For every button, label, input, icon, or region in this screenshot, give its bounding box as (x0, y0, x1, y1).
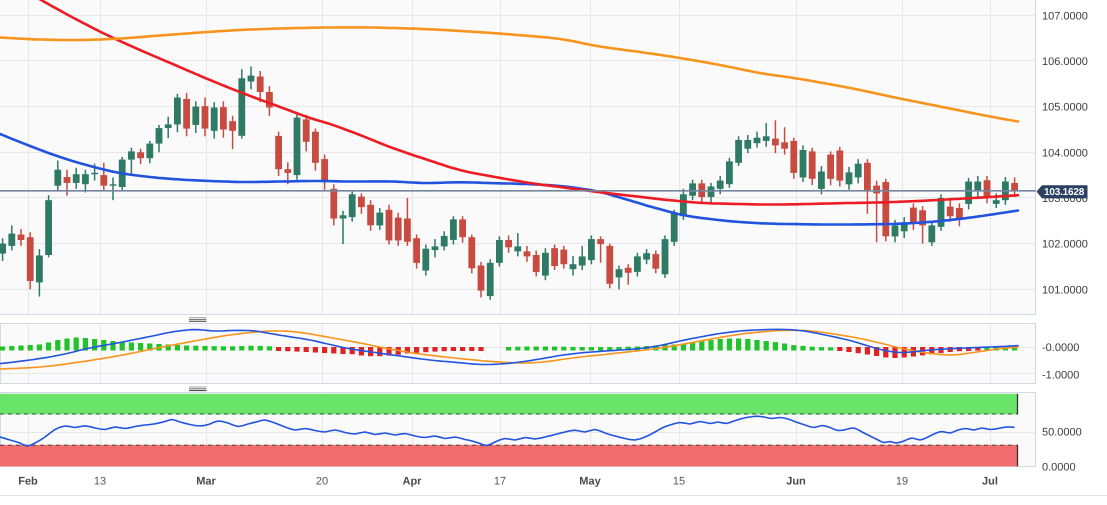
svg-text:20: 20 (316, 476, 328, 488)
svg-text:103.1628: 103.1628 (1044, 187, 1085, 198)
svg-text:Jun: Jun (786, 476, 806, 488)
svg-text:107.0000: 107.0000 (1042, 10, 1088, 22)
svg-text:Feb: Feb (18, 476, 38, 488)
svg-text:Jul: Jul (982, 476, 998, 488)
svg-text:50.0000: 50.0000 (1042, 427, 1082, 439)
svg-text:May: May (579, 476, 601, 488)
svg-text:0.0000: 0.0000 (1042, 462, 1076, 474)
svg-text:-1.0000: -1.0000 (1042, 370, 1079, 382)
svg-text:105.0000: 105.0000 (1042, 102, 1088, 114)
svg-text:106.0000: 106.0000 (1042, 56, 1088, 68)
svg-text:Mar: Mar (196, 476, 216, 488)
svg-text:17: 17 (494, 476, 506, 488)
svg-text:Apr: Apr (403, 476, 423, 488)
svg-text:15: 15 (673, 476, 685, 488)
svg-text:101.0000: 101.0000 (1042, 284, 1088, 296)
svg-text:102.0000: 102.0000 (1042, 239, 1088, 251)
svg-text:-0.0000: -0.0000 (1042, 342, 1079, 354)
svg-text:104.0000: 104.0000 (1042, 147, 1088, 159)
svg-text:19: 19 (896, 476, 908, 488)
svg-text:13: 13 (94, 476, 106, 488)
